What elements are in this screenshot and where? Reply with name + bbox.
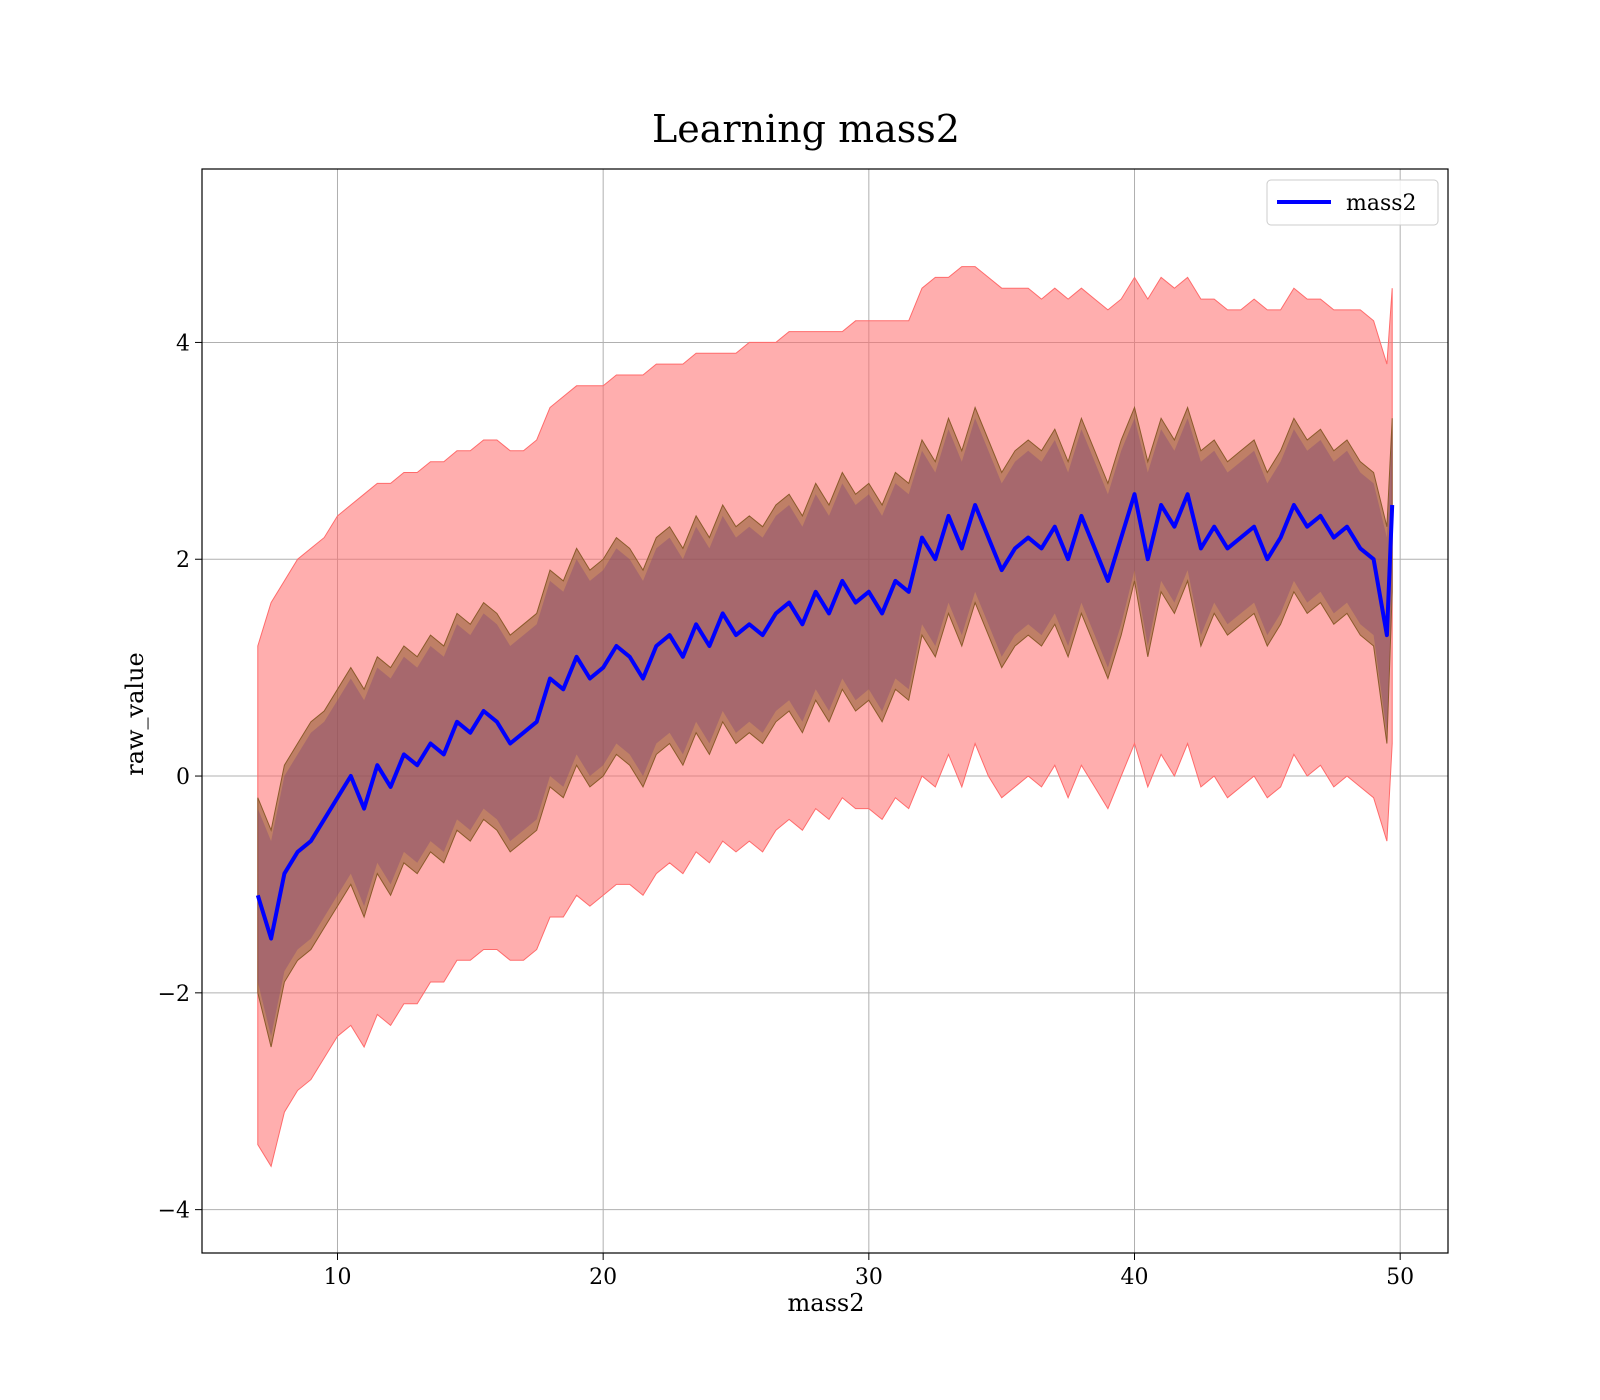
x-axis-label: mass2 — [788, 1289, 865, 1317]
axes: 10 20 30 40 50 −4 −2 0 2 4 — [158, 168, 1449, 1290]
y-tick-label: 0 — [176, 765, 190, 790]
inner-confidence-band-a — [257, 405, 1393, 1048]
y-tick-label: −2 — [158, 982, 190, 1007]
x-tick-label: 20 — [589, 1265, 617, 1290]
y-axis-label: raw_value — [121, 652, 149, 776]
x-tick-label: 50 — [1386, 1265, 1414, 1290]
y-tick-label: −4 — [158, 1199, 190, 1224]
x-tick-label: 10 — [323, 1265, 351, 1290]
series-line-mass2 — [255, 492, 1395, 941]
chart-title: Learning mass2 — [652, 107, 960, 151]
legend-label-mass2: mass2 — [1346, 191, 1417, 216]
x-tick-label: 40 — [1121, 1265, 1149, 1290]
x-tick-label: 30 — [855, 1265, 883, 1290]
plot-area — [202, 169, 1448, 1253]
y-tick-label: 4 — [176, 331, 190, 356]
axes-frame — [201, 168, 1449, 1254]
legend: mass2 — [1266, 179, 1439, 226]
legend-box — [1266, 179, 1439, 226]
y-tick-label: 2 — [176, 548, 190, 573]
